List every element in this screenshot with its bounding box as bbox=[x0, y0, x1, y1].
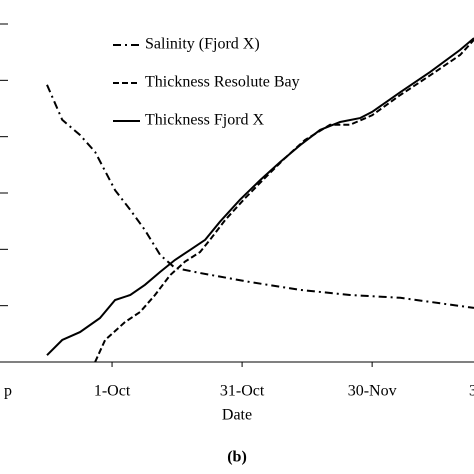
x-tick-label: 31-Oct bbox=[220, 383, 265, 400]
legend-label: Thickness Resolute Bay bbox=[145, 74, 300, 91]
x-tick-label: 30-Nov bbox=[348, 383, 397, 400]
x-tick-label: p bbox=[4, 383, 12, 400]
legend-label: Thickness Fjord X bbox=[145, 112, 265, 129]
series-line bbox=[46, 37, 474, 356]
x-axis-label: Date bbox=[222, 407, 252, 424]
plot-area bbox=[46, 37, 474, 363]
x-tick-label: 3 bbox=[469, 383, 474, 400]
series-line bbox=[94, 39, 474, 363]
legend-label: Salinity (Fjord X) bbox=[145, 36, 260, 53]
caption: (b) bbox=[227, 449, 247, 466]
x-tick-label: 1-Oct bbox=[94, 383, 131, 400]
